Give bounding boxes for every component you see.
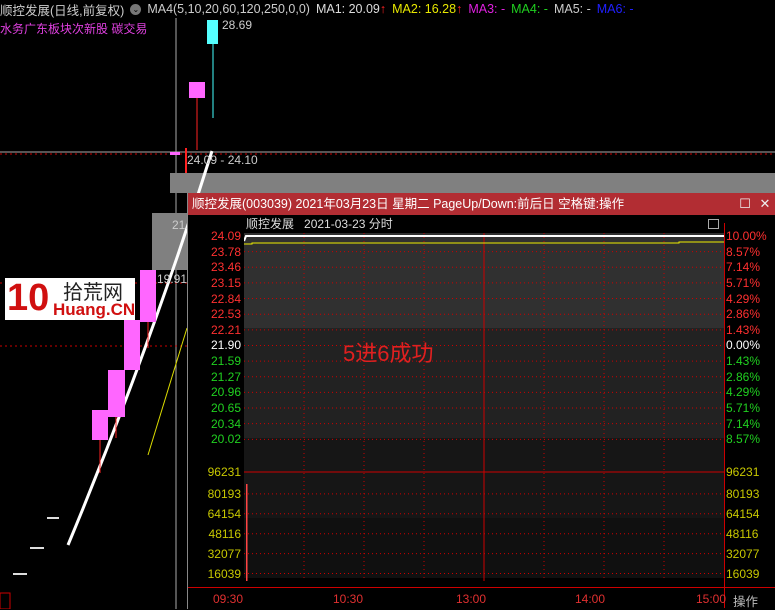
watermark-logo: 10 拾荒网 Huang.CN: [5, 278, 135, 320]
time-axis-label: 14:00: [575, 592, 606, 606]
price-label-21: 21.: [172, 218, 189, 232]
price-axis-label: 20.02: [210, 432, 241, 447]
volume-axis-label: 96231: [207, 465, 241, 479]
ma-value: MA2: 16.28: [392, 2, 457, 16]
price-axis-label: 22.84: [210, 291, 241, 306]
price-axis-label: 22.21: [210, 322, 241, 337]
percent-axis-label: 5.71%: [726, 275, 761, 290]
panel-toggle-icon[interactable]: [708, 219, 719, 229]
dropdown-icon[interactable]: ⌄: [130, 3, 142, 15]
maximize-button[interactable]: ☐: [739, 196, 751, 211]
volume-axis-label: 64154: [207, 506, 241, 521]
high-price-label: 28.69: [222, 18, 253, 32]
price-axis-label: 22.53: [210, 307, 241, 322]
volume-axis-label: 64154: [726, 506, 760, 521]
percent-axis-label: 1.43%: [726, 354, 761, 369]
popup-subheader: 顺控发展 2021-03-23 分时: [188, 215, 775, 233]
volume-axis-label: 80193: [207, 486, 241, 501]
time-axis-label: 10:30: [333, 592, 364, 606]
volume-bar: [246, 484, 248, 581]
watermark-cn: 拾荒网: [63, 282, 123, 304]
concept-tags: 水务广东板块次新股 碳交易: [0, 22, 148, 36]
up-arrow-icon: ↑: [456, 2, 463, 16]
volume-axis-label: 32077: [207, 546, 241, 561]
price-axis-label: 23.46: [210, 260, 241, 275]
time-axis-label: 15:00: [696, 592, 727, 606]
price-axis-label: 21.27: [210, 369, 241, 384]
percent-axis-label: 5.71%: [726, 401, 761, 416]
percent-axis-label: 10.00%: [726, 229, 767, 243]
subtitle-name: 顺控发展: [246, 217, 295, 231]
ma-value: MA4: -: [511, 2, 548, 16]
price-axis-label: 23.78: [210, 244, 241, 259]
up-arrow-icon: ↑: [379, 2, 387, 16]
volume-axis-label: 96231: [726, 465, 760, 479]
price-label-19: 19.91: [157, 272, 188, 286]
volume-axis-label: 48116: [208, 526, 241, 541]
avg-price-line: [244, 241, 724, 245]
intraday-popup: 顺控发展(003039) 2021年03月23日 星期二 PageUp/Down…: [187, 193, 775, 609]
price-line: [244, 235, 724, 242]
percent-axis-label: 2.86%: [726, 369, 761, 384]
volume-axis-label: 16039: [207, 566, 241, 581]
price-axis-label: 23.15: [210, 275, 241, 290]
time-axis-label: 09:30: [213, 592, 244, 606]
percent-axis-label: 7.14%: [726, 260, 761, 275]
percent-axis-label: 4.29%: [726, 291, 761, 306]
intraday-chart: [244, 233, 724, 581]
percent-axis-label: 0.00%: [726, 338, 761, 353]
chart-header: 顺控发展(日线,前复权) ⌄ MA4(5,10,20,60,120,250,0,…: [0, 0, 640, 18]
price-axis-label: 21.59: [210, 354, 241, 369]
ma-value: MA1: 20.09: [315, 2, 380, 16]
range-label: 24.09 - 24.10: [187, 153, 258, 167]
price-axis-label: 21.90: [210, 338, 241, 353]
stock-title: 顺控发展(日线,前复权): [0, 3, 125, 18]
volume-axis-label: 32077: [726, 546, 760, 561]
popup-title: 顺控发展(003039) 2021年03月23日 星期二 PageUp/Down…: [192, 197, 625, 211]
volume-axis-label: 80193: [726, 486, 760, 501]
ma-values: MA1: 20.09↑ MA2: 16.28↑ MA3: - MA4: - MA5: -…: [316, 2, 640, 16]
time-axis-label: 13:00: [456, 592, 487, 606]
watermark-en: Huang.CN: [53, 300, 136, 319]
percent-axis-label: 8.57%: [726, 432, 761, 447]
volume-axis-label: 16039: [726, 566, 760, 581]
ma-value: MA3: -: [468, 2, 506, 16]
action-button[interactable]: 操作: [733, 595, 759, 609]
percent-axis-label: 4.29%: [726, 385, 761, 400]
price-axis-label: 20.96: [210, 385, 241, 400]
percent-axis-label: 2.86%: [726, 307, 761, 322]
price-axis-label: 24.09: [210, 229, 241, 243]
close-button[interactable]: ✕: [759, 196, 771, 211]
price-axis-label: 20.65: [210, 401, 241, 416]
percent-axis-label: 8.57%: [726, 244, 761, 259]
ma-value: MA5: -: [553, 2, 591, 16]
volume-axis-label: 48116: [726, 526, 759, 541]
annotation-text: 5进6成功: [343, 341, 434, 366]
watermark-num: 10: [7, 277, 50, 319]
kline-graphics: [0, 18, 775, 609]
popup-title-bar[interactable]: 顺控发展(003039) 2021年03月23日 星期二 PageUp/Down…: [188, 193, 775, 215]
percent-axis-label: 1.43%: [726, 322, 761, 337]
price-axis-label: 20.34: [210, 416, 241, 431]
subtitle-date: 2021-03-23 分时: [304, 217, 393, 231]
ma-value: MA6: -: [596, 2, 634, 16]
kline-chart: 28.69 24.09 - 24.10 21. 19.91: [0, 18, 775, 609]
indicator-label[interactable]: MA4(5,10,20,60,120,250,0,0): [147, 2, 310, 16]
percent-axis-label: 7.14%: [726, 416, 761, 431]
